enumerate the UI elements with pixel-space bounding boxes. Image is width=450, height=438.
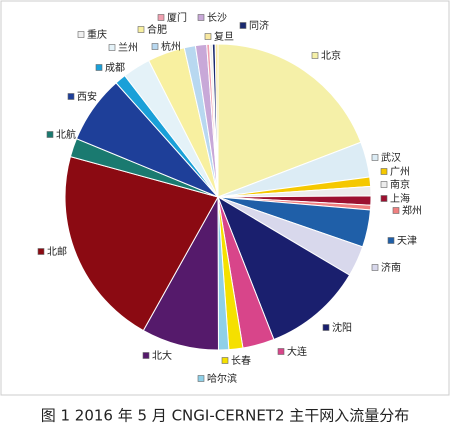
label-swatch [157, 14, 165, 21]
label-swatch [137, 26, 145, 33]
slice-label: 哈尔滨 [207, 372, 237, 385]
slice-label: 北京 [321, 49, 341, 62]
label-swatch [37, 248, 45, 255]
label-swatch [221, 357, 229, 364]
label-swatch [380, 195, 388, 202]
slice-label: 重庆 [87, 28, 107, 41]
slice-label: 南京 [390, 178, 410, 191]
slice-label: 广州 [390, 166, 410, 178]
slice-label: 同济 [249, 19, 269, 32]
chart-title: 图 1 2016 年 5 月 CNGI-CERNET2 主干网入流量分布 [41, 407, 410, 425]
label-swatch [95, 64, 103, 71]
slice-label: 北邮 [47, 245, 67, 258]
slice-label: 复旦 [214, 30, 234, 43]
slice-label: 武汉 [381, 151, 401, 164]
label-swatch [322, 324, 330, 331]
slice-label: 北航 [56, 128, 76, 141]
label-swatch [277, 348, 285, 355]
slice-label: 长沙 [207, 12, 227, 24]
label-swatch [142, 352, 150, 359]
label-swatch [239, 22, 247, 29]
pie-slice [64, 155, 219, 332]
label-swatch [371, 154, 379, 161]
label-swatch [108, 44, 116, 51]
slice-label: 大连 [287, 345, 307, 358]
label-swatch [392, 207, 400, 214]
pie-slice [217, 195, 351, 341]
pie [64, 43, 372, 351]
pie-slice [214, 43, 219, 198]
label-swatch [77, 31, 85, 38]
slice-label: 北大 [152, 349, 172, 362]
slice-label: 兰州 [118, 41, 138, 54]
label-swatch [380, 168, 388, 175]
slice-label: 上海 [390, 192, 410, 205]
slice-label: 沈阳 [332, 321, 352, 334]
slice-label: 长春 [231, 355, 251, 367]
slice-label: 西安 [77, 90, 97, 103]
label-swatch [151, 43, 159, 50]
label-swatch [371, 264, 379, 271]
slice-label: 厦门 [167, 11, 187, 24]
slice-label: 天津 [397, 235, 417, 247]
pie-slice [217, 43, 362, 198]
slice-label: 郑州 [402, 204, 422, 217]
slice-label: 合肥 [147, 23, 167, 36]
slice-label: 成都 [105, 62, 125, 74]
label-swatch [204, 33, 212, 40]
slice-label: 济南 [381, 261, 401, 274]
label-swatch [387, 237, 395, 244]
label-swatch [197, 14, 205, 21]
label-swatch [46, 131, 54, 138]
slice-label: 杭州 [161, 40, 181, 53]
label-swatch [197, 375, 205, 382]
label-swatch [311, 52, 319, 59]
label-swatch [380, 181, 388, 188]
label-swatch [67, 93, 75, 100]
